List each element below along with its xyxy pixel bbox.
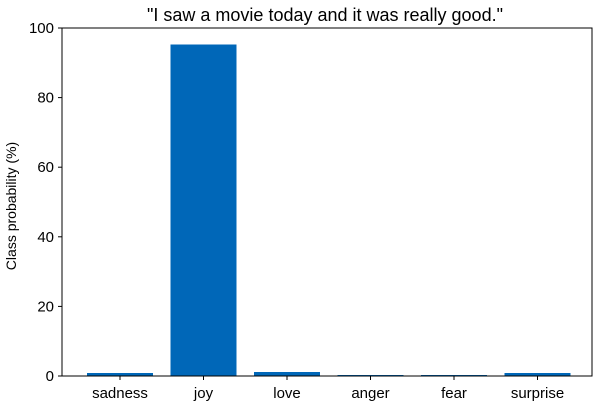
bar-sadness: [87, 372, 153, 376]
bar-anger: [337, 374, 404, 376]
bar-fear: [421, 374, 487, 376]
y-tick-label-60: 60: [37, 159, 54, 176]
bars-group: [87, 44, 571, 377]
bar-surprise: [504, 372, 571, 376]
y-axis-label: Class probability (%): [3, 142, 19, 270]
y-ticks-group: 0 20 40 60 80 100: [29, 20, 62, 385]
y-tick-label-80: 80: [37, 90, 54, 107]
x-tick-label-surprise: surprise: [511, 385, 564, 402]
chart-title: "I saw a movie today and it was really g…: [147, 5, 503, 25]
y-tick-label-0: 0: [46, 368, 54, 385]
x-tick-label-joy: joy: [193, 385, 214, 402]
bar-love: [254, 371, 320, 376]
x-tick-label-anger: anger: [351, 385, 389, 402]
bar-joy: [170, 44, 237, 377]
x-tick-label-sadness: sadness: [92, 385, 148, 402]
x-tick-label-fear: fear: [441, 385, 467, 402]
plot-frame: [61, 27, 593, 377]
x-tick-label-love: love: [273, 385, 301, 402]
x-ticks-group: sadness joy love anger fear surprise: [92, 376, 564, 402]
y-tick-label-40: 40: [37, 229, 54, 246]
y-tick-label-100: 100: [29, 20, 54, 37]
y-tick-label-20: 20: [37, 298, 54, 315]
